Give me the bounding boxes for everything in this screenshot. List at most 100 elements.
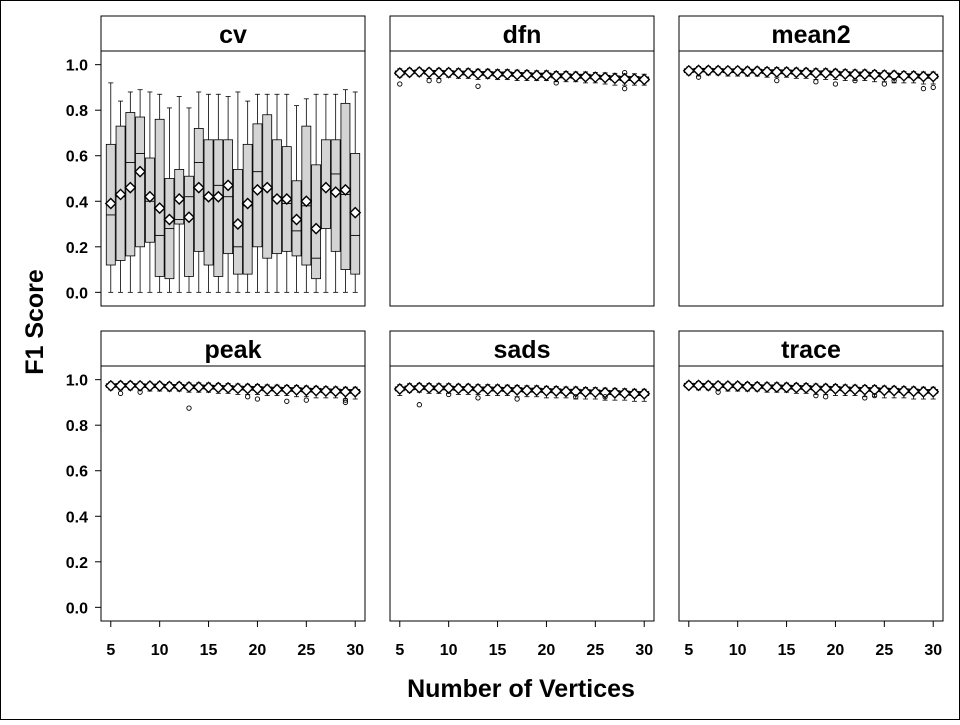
mean-marker — [423, 381, 436, 394]
mean-marker — [888, 384, 901, 397]
box-12 — [751, 380, 764, 393]
mean-marker — [731, 64, 744, 77]
y-tick-label: 0.6 — [66, 149, 88, 166]
box-9 — [432, 382, 445, 395]
mean-marker — [329, 385, 342, 398]
box-28 — [907, 70, 920, 84]
box-21 — [261, 383, 274, 396]
x-tick-label: 20 — [827, 642, 845, 659]
mean-marker — [628, 387, 641, 400]
x-tick-label: 30 — [635, 642, 653, 659]
panel-title: peak — [205, 336, 262, 364]
box-23 — [858, 68, 871, 81]
mean-marker — [481, 383, 494, 396]
box-13 — [761, 65, 773, 78]
mean-marker — [212, 190, 225, 203]
outlier-point — [871, 392, 878, 399]
box-5 — [393, 67, 406, 80]
box-8 — [712, 64, 725, 77]
x-tick-label: 15 — [489, 642, 507, 659]
mean-marker — [481, 67, 494, 80]
mean-marker — [319, 385, 332, 398]
box-21 — [550, 385, 563, 399]
box-17 — [800, 66, 813, 79]
box-23 — [569, 385, 582, 400]
mean-marker — [124, 181, 137, 194]
box-7 — [702, 64, 715, 77]
outlier-point — [416, 402, 422, 408]
mean-marker — [790, 381, 803, 394]
outlier-point — [475, 395, 481, 401]
outlier-point — [436, 77, 442, 84]
box-30 — [349, 91, 362, 293]
mean-marker — [183, 211, 195, 224]
box-6 — [692, 64, 705, 77]
mean-marker — [339, 385, 352, 398]
x-tick-label: 25 — [586, 642, 604, 659]
box-25 — [300, 384, 313, 398]
mean-marker — [403, 66, 416, 79]
mean-marker — [839, 68, 852, 80]
mean-marker — [579, 70, 592, 83]
mean-marker — [183, 380, 195, 393]
mean-marker — [300, 195, 313, 208]
outlier-point — [186, 405, 192, 411]
box-13 — [183, 380, 195, 393]
box-7 — [124, 91, 137, 293]
mean-marker — [432, 382, 445, 395]
panel-trace: trace 5 10 15 20 25 30 — [678, 330, 944, 659]
mean-marker — [222, 381, 235, 394]
panel-plot-area — [389, 365, 655, 622]
mean-marker — [702, 64, 715, 77]
outlier-point — [426, 77, 432, 84]
mean-marker — [829, 382, 842, 395]
mean-marker — [868, 383, 881, 396]
outlier-point — [342, 397, 349, 403]
box-5 — [682, 64, 695, 77]
mean-marker — [839, 383, 852, 396]
mean-marker — [241, 382, 254, 395]
mean-marker — [560, 385, 572, 398]
box-9 — [143, 91, 156, 293]
mean-marker — [452, 67, 465, 80]
mean-marker — [319, 181, 332, 194]
box-25 — [878, 384, 891, 399]
box-16 — [212, 381, 225, 394]
box-22 — [271, 383, 283, 396]
box-6 — [692, 379, 705, 392]
outlier-point — [823, 394, 829, 400]
mean-marker — [349, 206, 362, 219]
box-29 — [628, 73, 641, 86]
mean-marker — [104, 197, 117, 210]
box-30 — [638, 73, 651, 86]
mean-marker — [413, 381, 426, 394]
box-10 — [153, 93, 166, 293]
outlier-point — [245, 394, 251, 400]
panel-title: mean2 — [771, 21, 850, 49]
x-tick-label: 5 — [106, 642, 115, 659]
outlier-point — [695, 74, 702, 80]
box-11 — [452, 382, 465, 395]
box-14 — [770, 381, 783, 394]
outlier-point — [622, 85, 628, 92]
outlier-point — [920, 85, 927, 92]
box-19 — [530, 384, 543, 398]
box-13 — [472, 383, 484, 395]
mean-marker — [800, 381, 813, 394]
box-11 — [452, 67, 465, 80]
box-iqr — [135, 116, 146, 248]
box-17 — [800, 381, 813, 394]
mean-marker — [251, 382, 264, 395]
mean-marker — [829, 67, 842, 80]
outlier-point — [881, 81, 887, 87]
panel-sads: sads 5 10 15 20 25 30 — [389, 330, 655, 659]
box-20 — [829, 67, 842, 80]
box-22 — [560, 385, 572, 399]
x-tick-label: 20 — [249, 642, 267, 659]
box-12 — [173, 96, 186, 293]
mean-marker — [271, 383, 283, 396]
box-23 — [569, 70, 582, 83]
box-26 — [310, 384, 323, 399]
mean-marker — [462, 67, 475, 80]
